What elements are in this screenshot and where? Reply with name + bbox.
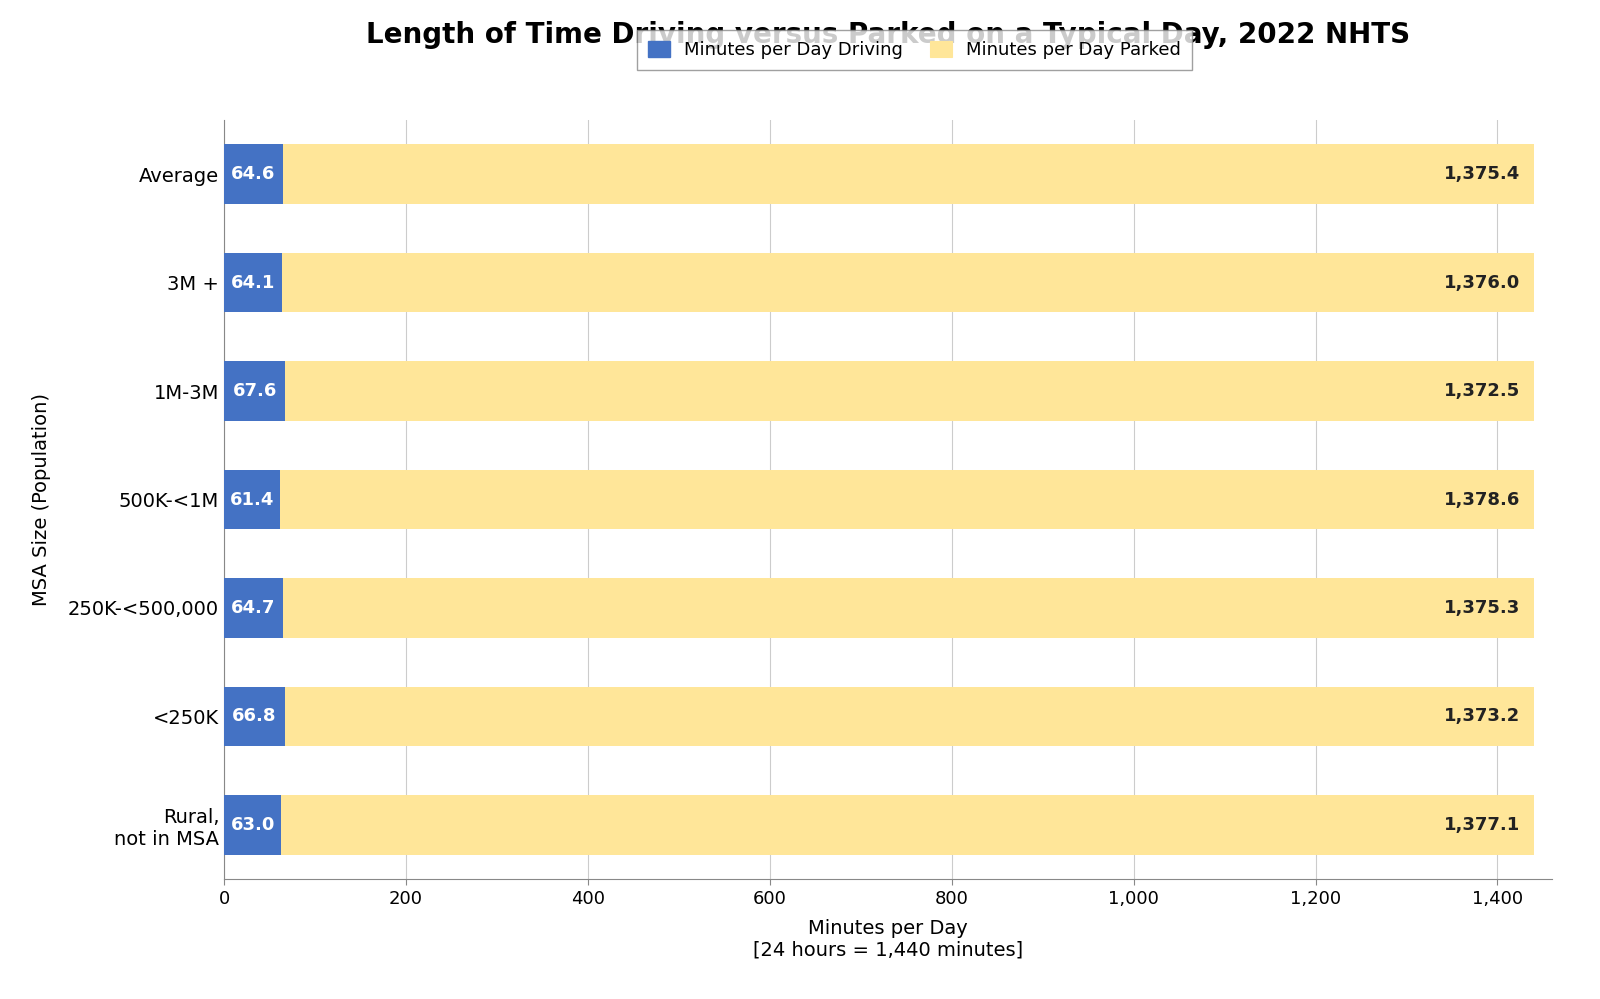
Text: 64.6: 64.6: [230, 165, 275, 183]
Text: 61.4: 61.4: [230, 491, 274, 508]
Text: 1,376.0: 1,376.0: [1445, 274, 1520, 292]
Text: 66.8: 66.8: [232, 707, 277, 725]
Legend: Minutes per Day Driving, Minutes per Day Parked: Minutes per Day Driving, Minutes per Day…: [637, 30, 1192, 70]
Bar: [282, 253, 1534, 313]
Text: 1,375.4: 1,375.4: [1443, 165, 1520, 183]
Text: 67.6: 67.6: [232, 382, 277, 400]
Bar: [283, 144, 1534, 204]
Text: 1,378.6: 1,378.6: [1443, 491, 1520, 508]
Bar: [283, 578, 1534, 637]
Y-axis label: MSA Size (Population): MSA Size (Population): [32, 393, 51, 606]
Bar: [282, 795, 1534, 855]
Bar: [224, 686, 285, 746]
Bar: [280, 470, 1534, 529]
Text: 63.0: 63.0: [230, 816, 275, 834]
Text: 64.1: 64.1: [230, 274, 275, 292]
Text: 1,377.1: 1,377.1: [1445, 816, 1520, 834]
Bar: [224, 253, 282, 313]
Text: 64.7: 64.7: [232, 599, 275, 617]
Text: 1,372.5: 1,372.5: [1445, 382, 1520, 400]
Bar: [285, 686, 1534, 746]
X-axis label: Minutes per Day
[24 hours = 1,440 minutes]: Minutes per Day [24 hours = 1,440 minute…: [754, 919, 1022, 960]
Title: Length of Time Driving versus Parked on a Typical Day, 2022 NHTS: Length of Time Driving versus Parked on …: [366, 22, 1410, 50]
Bar: [285, 362, 1534, 421]
Bar: [224, 795, 282, 855]
Bar: [224, 470, 280, 529]
Text: 1,373.2: 1,373.2: [1443, 707, 1520, 725]
Bar: [224, 362, 285, 421]
Bar: [224, 144, 283, 204]
Text: 1,375.3: 1,375.3: [1443, 599, 1520, 617]
Bar: [224, 578, 283, 637]
